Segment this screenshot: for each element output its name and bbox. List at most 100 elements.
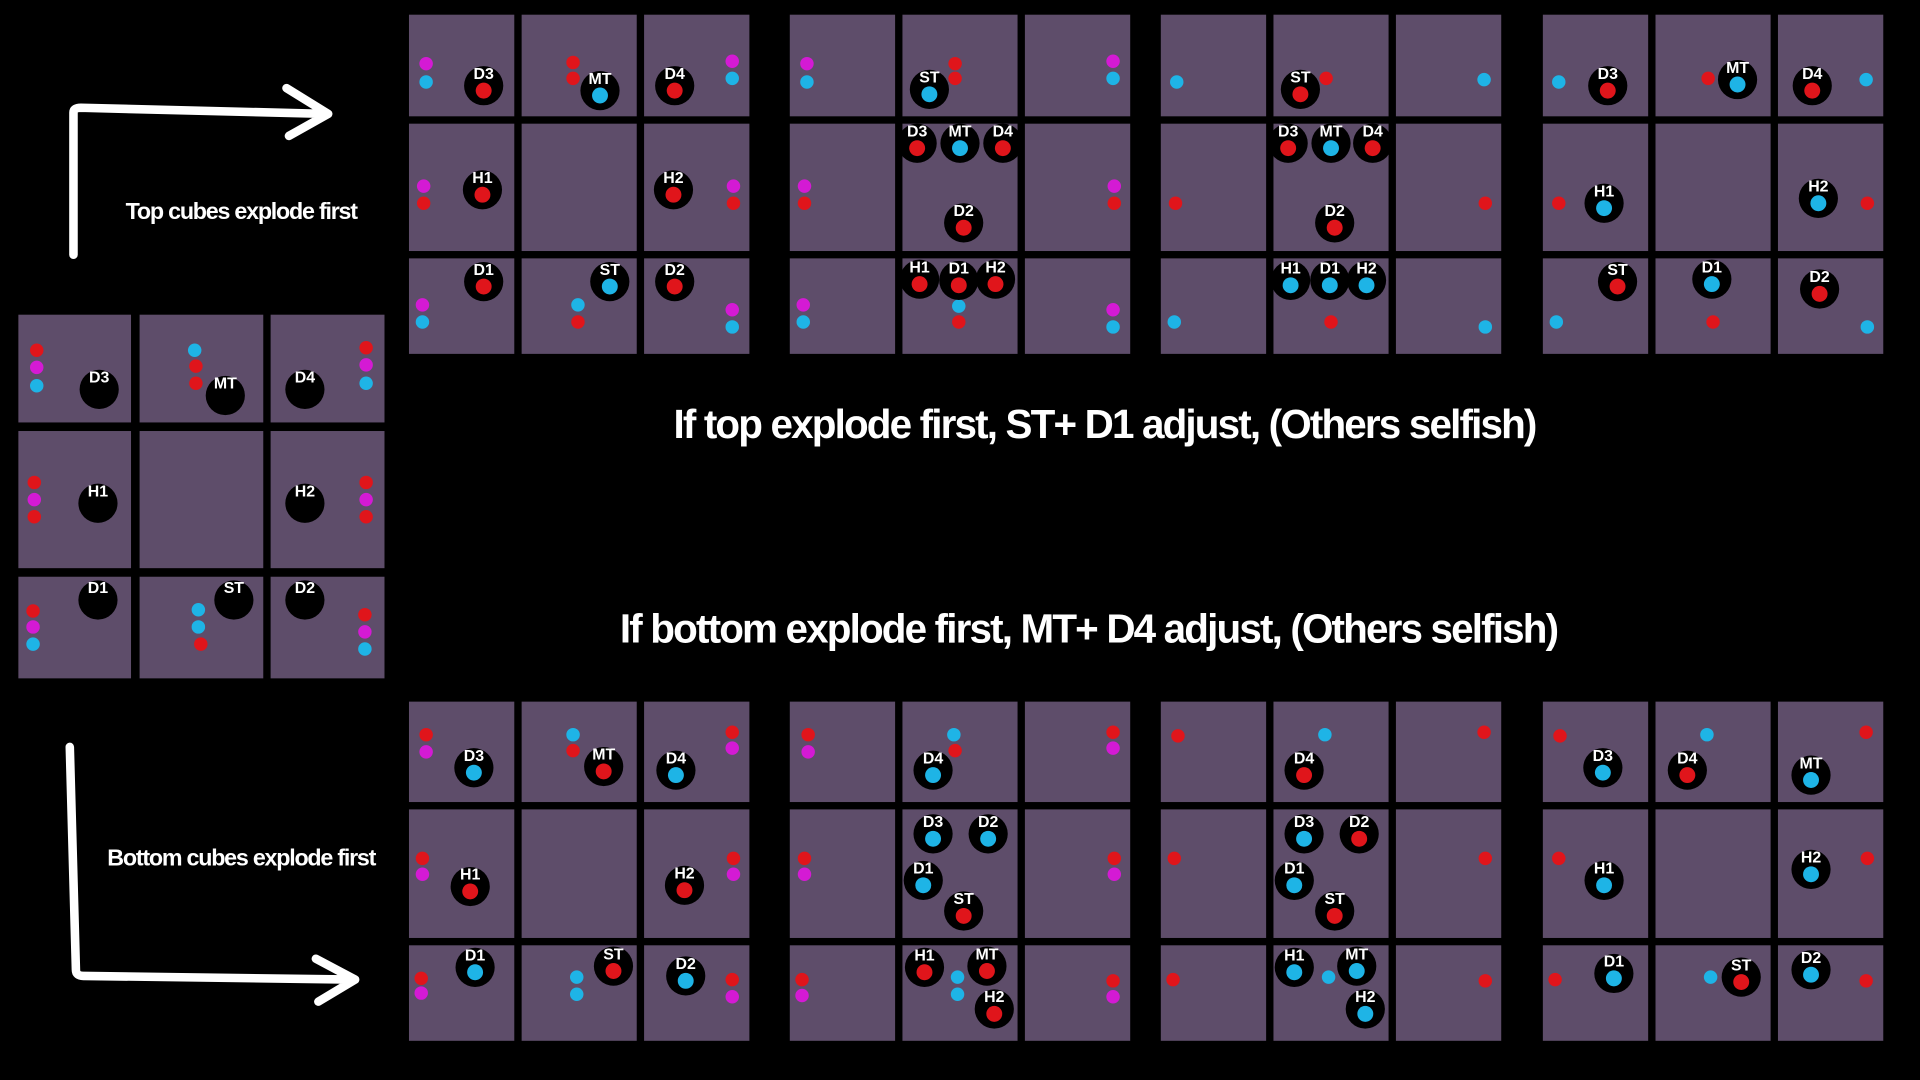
marker-dot [1167,851,1182,866]
grid-cell [1160,258,1267,354]
marker-dot [415,867,430,882]
player-dot [952,140,968,157]
player-label: MT [592,747,615,764]
marker-dot [801,727,815,742]
marker-dot [194,637,208,651]
player-label: ST [954,891,975,908]
bottom-caption: If bottom explode first, MT+ D4 adjust, … [620,606,1558,652]
player-label: MT [1345,946,1368,963]
marker-dot [1478,974,1493,988]
marker-dot [948,56,962,71]
marker-dot [26,620,40,634]
marker-dot [1170,75,1184,89]
marker-dot [1168,196,1183,210]
player-label: D3 [1294,814,1314,831]
marker-dot [1860,320,1875,334]
player-label: H2 [985,259,1005,276]
player-label: MT [1800,755,1823,772]
player-label: D4 [1802,66,1822,83]
marker-dot [191,603,206,617]
marker-dot [27,492,42,507]
marker-dot [189,376,203,390]
player-dot [677,972,694,989]
grid-cell [1160,701,1267,803]
marker-dot [1106,990,1120,1004]
marker-dot [191,620,206,634]
player-dot [950,277,967,294]
player-dot [916,964,933,981]
marker-dot [1477,725,1491,739]
marker-dot [30,378,44,393]
marker-dot [726,179,741,193]
marker-dot [1552,196,1566,210]
player-label: MT [589,71,612,88]
player-label: D4 [666,750,686,767]
player-dot [1811,285,1828,302]
player-label: H1 [472,170,492,187]
player-label: D3 [1593,748,1613,765]
player-label: MT [949,123,972,140]
marker-dot [801,745,815,759]
marker-dot [1107,851,1122,866]
player-dot [915,877,932,894]
player-dot [467,964,484,981]
player-label: D3 [923,814,943,831]
player-label: H2 [1808,179,1828,196]
player-label: ST [224,580,245,597]
marker-dot [952,299,966,313]
player-label: D1 [1702,259,1722,276]
marker-dot [416,196,431,210]
player-label: D2 [1801,950,1821,967]
player-dot [462,883,479,900]
player-label: ST [1607,262,1628,279]
player-label: D3 [89,370,109,387]
marker-dot [1106,54,1120,68]
player-label: D3 [1598,66,1618,83]
player-dot [1803,772,1819,788]
marker-dot [416,179,431,193]
marker-dot [30,343,44,357]
grid-cell [1777,945,1884,1041]
marker-dot [726,851,741,866]
player-dot [1803,966,1819,983]
player-dot [925,830,942,847]
player-label: D2 [676,956,696,973]
marker-dot [358,625,372,639]
player-label: H2 [295,483,315,500]
player-label: H1 [1280,261,1300,278]
player-dot [1323,140,1339,157]
grid-cell [1655,123,1771,252]
player-label: D1 [465,948,485,965]
player-label: D3 [464,748,484,765]
player-dot [475,278,492,295]
top-arrow [69,83,333,259]
marker-dot [415,298,430,312]
marker-dot [359,492,373,507]
player-circle [78,483,118,523]
marker-dot [419,727,433,742]
marker-dot [566,727,580,742]
player-dot [1803,866,1819,883]
player-dot [595,763,612,780]
grid-cell [1777,258,1884,354]
player-label: ST [603,946,624,963]
grid-cell [139,431,264,569]
marker-dot [189,359,203,373]
grid-cell [1655,945,1771,1041]
player-dot [666,278,683,295]
grid-cell [521,14,637,117]
marker-dot [359,341,373,355]
player-label: D3 [474,66,494,83]
player-label: D2 [978,814,998,831]
grid-cell [521,809,637,938]
player-dot [986,1005,1003,1022]
player-label: D3 [1278,123,1298,140]
player-label: H2 [1355,989,1375,1006]
player-dot [1599,82,1616,99]
marker-dot [1478,851,1493,866]
player-label: D1 [1284,861,1304,878]
player-label: D4 [1294,750,1314,767]
player-dot [1596,200,1613,217]
marker-dot [950,987,965,1002]
player-dot [909,140,926,157]
